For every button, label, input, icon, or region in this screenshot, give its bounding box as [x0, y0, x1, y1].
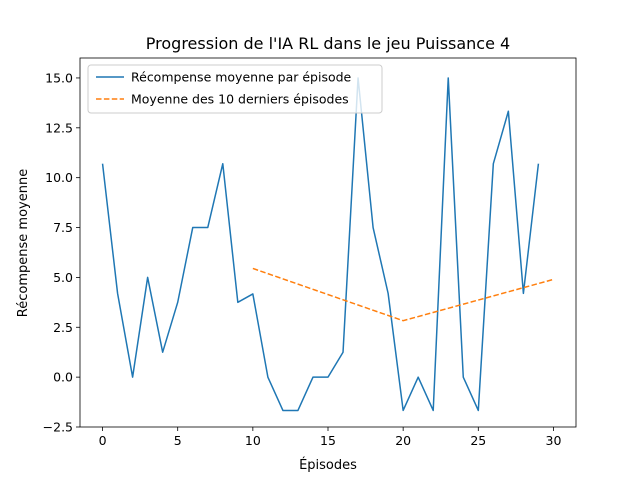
y-tick-label: −2.5 — [43, 420, 73, 435]
y-tick-label: 2.5 — [53, 320, 73, 335]
chart-title: Progression de l'IA RL dans le jeu Puiss… — [146, 34, 510, 53]
y-tick-label: 0.0 — [53, 370, 73, 385]
x-tick-label: 20 — [395, 433, 411, 448]
legend-box — [87, 64, 383, 114]
legend-label-2: Moyenne des 10 derniers épisodes — [131, 92, 349, 107]
y-axis-label: Récompense moyenne — [16, 169, 31, 317]
y-tick-label: 15.0 — [45, 70, 73, 85]
y-tick-label: 12.5 — [45, 120, 73, 135]
series-line-2 — [252, 267, 554, 322]
plot-area — [101, 77, 554, 412]
x-tick-label: 0 — [99, 433, 107, 448]
x-axis-label: Épisodes — [299, 457, 357, 473]
y-tick-label: 5.0 — [53, 270, 73, 285]
y-tick-label: 10.0 — [45, 170, 73, 185]
x-tick-label: 5 — [174, 433, 182, 448]
x-tick-label: 30 — [546, 433, 562, 448]
legend-label-1: Récompense moyenne par épisode — [131, 70, 352, 85]
y-tick-label: 7.5 — [53, 220, 73, 235]
x-tick-label: 15 — [320, 433, 336, 448]
axes: 0 5 10 15 20 25 30 −2.5 0.0 2.5 5.0 7.5 10.0 12.5 15.0 — [43, 57, 577, 448]
legend: Récompense moyenne par épisode Moyenne de… — [87, 64, 383, 114]
x-tick-label: 10 — [245, 433, 261, 448]
x-tick-label: 25 — [470, 433, 486, 448]
series-line-1 — [101, 77, 540, 412]
